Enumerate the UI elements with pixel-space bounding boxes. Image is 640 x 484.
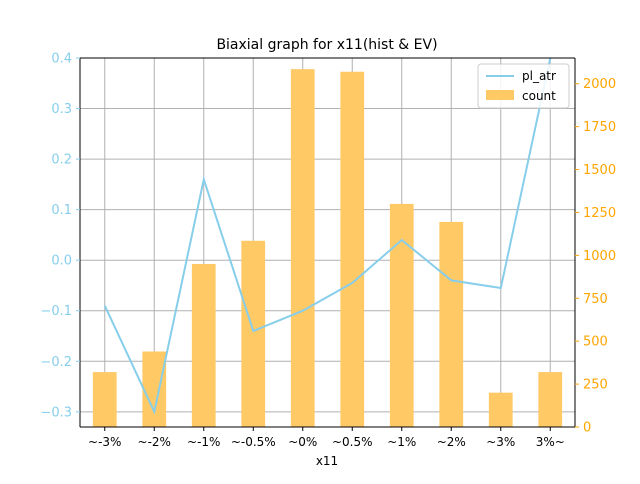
x-axis-tick-label: ~-0.5% [231, 435, 276, 449]
x-axis-tick-label: ~-1% [187, 435, 220, 449]
x-axis-tick-label: ~-2% [138, 435, 171, 449]
bar-count [390, 204, 414, 427]
left-axis-tick-label: −0.2 [40, 355, 72, 370]
line-series-pl-atr [105, 58, 551, 412]
right-axis-tick-label: 500 [583, 335, 608, 350]
axes: −0.3 −0.2 −0.1 0.0 0.1 0.2 0.3 0.4 0 250 500 750 100… [40, 52, 616, 450]
left-axis-tick-label: −0.3 [40, 405, 72, 420]
right-axis-tick-label: 2000 [583, 77, 616, 92]
right-axis-tick-label: 0 [583, 421, 591, 436]
x-axis-tick-label: ~1% [387, 435, 416, 449]
bar-count [489, 393, 513, 427]
x-axis-tick-label: ~0.5% [332, 435, 373, 449]
left-axis-tick-label: 0.0 [51, 254, 72, 269]
x-axis-tick-label: ~0% [288, 435, 317, 449]
right-axis-tick-label: 1750 [583, 120, 616, 135]
legend-swatch-count [486, 90, 514, 100]
chart-title: Biaxial graph for x11(hist & EV) [216, 37, 437, 53]
left-axis-tick-label: 0.2 [51, 153, 72, 168]
right-axis-tick-label: 250 [583, 378, 608, 393]
right-axis-tick-label: 750 [583, 292, 608, 307]
legend-label-count: count [522, 89, 556, 103]
left-axis-tick-label: 0.3 [51, 102, 72, 117]
bar-count [192, 264, 216, 427]
bar-count [142, 351, 166, 427]
x-axis-tick-label: ~3% [486, 435, 515, 449]
right-axis-tick-label: 1500 [583, 163, 616, 178]
right-axis-tick-label: 1250 [583, 206, 616, 221]
legend-label-pl-atr: pl_atr [522, 69, 556, 83]
bar-count [93, 372, 117, 427]
bar-count [439, 222, 463, 427]
line-pl-atr [105, 58, 551, 412]
left-axis-tick-label: −0.1 [40, 304, 72, 319]
bar-count [538, 372, 562, 427]
x-axis-tick-label: ~2% [437, 435, 466, 449]
bar-count [241, 241, 265, 427]
x-axis-tick-label: ~-3% [88, 435, 121, 449]
right-axis-tick-label: 1000 [583, 249, 616, 264]
x-axis-label: x11 [316, 454, 338, 468]
left-axis-tick-label: 0.1 [51, 203, 72, 218]
left-axis-tick-label: 0.4 [51, 52, 72, 67]
bar-count [291, 69, 315, 427]
bar-count [340, 72, 364, 427]
x-axis-tick-label: 3%~ [536, 435, 565, 449]
